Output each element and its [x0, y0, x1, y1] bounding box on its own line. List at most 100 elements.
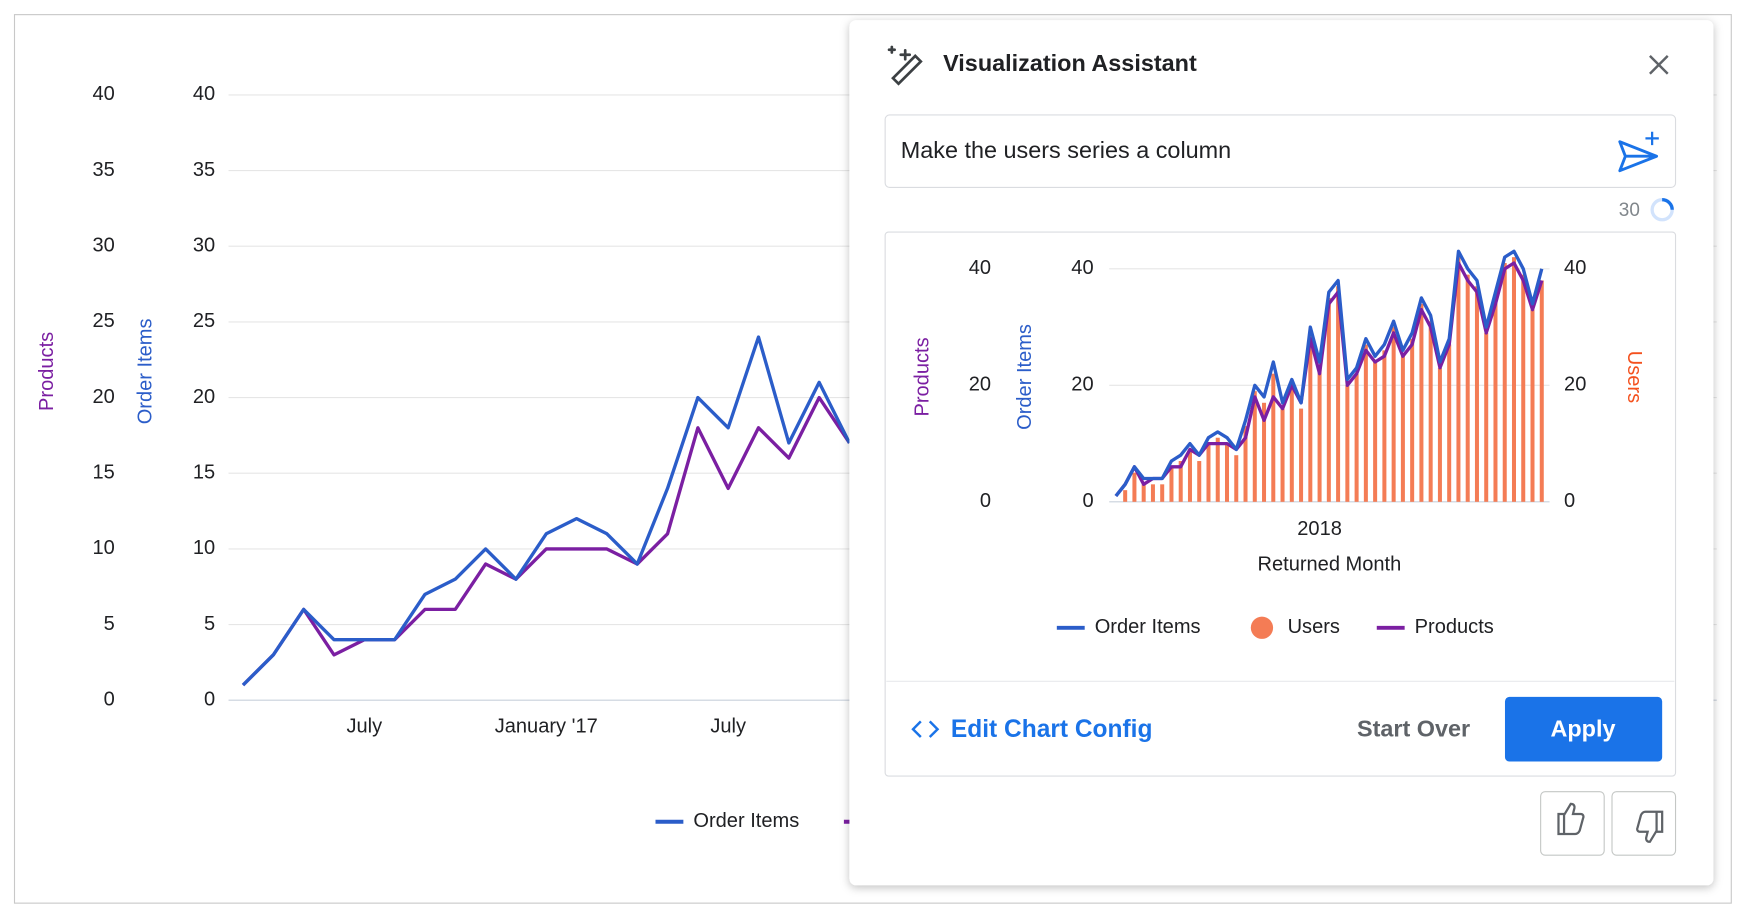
x-tick-label: July	[710, 715, 746, 737]
legend-label: Users	[1288, 616, 1340, 638]
column	[1437, 367, 1442, 502]
y-tick-label: 40	[969, 257, 991, 279]
column	[1428, 321, 1433, 502]
thumbs-down-icon	[1636, 810, 1664, 843]
y-tick-label: 40	[1564, 257, 1586, 279]
thumbs-up-icon	[1557, 802, 1585, 836]
column	[1521, 274, 1526, 502]
column	[1197, 461, 1202, 502]
column	[1289, 385, 1294, 502]
apply-button[interactable]	[1504, 696, 1663, 762]
y-tick-label: 15	[193, 462, 215, 484]
column	[1354, 373, 1359, 502]
column	[1511, 257, 1516, 502]
assistant-icon	[887, 45, 923, 86]
y-tick-label: 15	[93, 462, 115, 484]
axis-title: Users	[1623, 351, 1645, 403]
y-tick-label: 20	[1564, 374, 1586, 396]
apply-label: Apply	[1550, 716, 1615, 742]
y-tick-label: 25	[93, 310, 115, 332]
legend-label: Products	[1415, 616, 1494, 638]
column	[1123, 490, 1128, 502]
y-tick-label: 40	[193, 83, 215, 105]
axis-title: Order Items	[1014, 324, 1036, 430]
y-tick-label: 5	[204, 613, 215, 635]
column	[1484, 332, 1489, 502]
column	[1530, 309, 1535, 502]
send-button[interactable]	[1618, 131, 1659, 173]
legend-label: Order Items	[693, 810, 799, 832]
x-tick-label: January '17	[495, 715, 598, 737]
axis-title: Order Items	[134, 318, 156, 424]
prompt-input[interactable]	[884, 114, 1677, 188]
column	[1456, 257, 1461, 502]
y-tick-label: 10	[93, 537, 115, 559]
y-tick-label: 25	[193, 310, 215, 332]
y-tick-label: 40	[1071, 257, 1093, 279]
column	[1243, 426, 1248, 502]
column	[1234, 455, 1239, 502]
y-tick-label: 0	[1082, 490, 1093, 512]
x-tick-label: July	[346, 715, 382, 737]
counter-progress	[1661, 198, 1674, 210]
column	[1336, 286, 1341, 502]
column	[1215, 437, 1220, 502]
series-line	[241, 395, 851, 687]
column	[1206, 443, 1211, 502]
x-tick-label: 2018	[1297, 518, 1342, 540]
edit-config-link[interactable]: Edit Chart Config	[951, 716, 1153, 743]
column	[1187, 449, 1192, 502]
series-line	[1114, 249, 1544, 498]
y-tick-label: 35	[93, 159, 115, 181]
code-icon	[911, 720, 940, 738]
panel-title: Visualization Assistant	[943, 50, 1197, 76]
y-tick-label: 30	[193, 235, 215, 257]
y-tick-label: 20	[1071, 374, 1093, 396]
char-counter: 30	[1619, 200, 1640, 221]
y-tick-label: 20	[969, 374, 991, 396]
y-tick-label: 0	[1564, 490, 1575, 512]
y-tick-label: 30	[93, 235, 115, 257]
column	[1410, 338, 1415, 502]
column	[1493, 297, 1498, 502]
column	[1400, 356, 1405, 502]
y-tick-label: 20	[193, 386, 215, 408]
column	[1474, 286, 1479, 502]
axis-title: Products	[911, 337, 933, 416]
thumbs-up-button[interactable]	[1540, 791, 1605, 856]
column	[1502, 262, 1507, 502]
y-tick-label: 35	[193, 159, 215, 181]
y-tick-label: 0	[104, 689, 115, 711]
prompt-text: Make the users series a column	[901, 137, 1231, 163]
preview-chart: 0 20 40 Order Items 0 20 40 Users 0 20 40 Products 2…	[911, 249, 1645, 639]
x-axis-title: Returned Month	[1258, 554, 1402, 576]
column	[1363, 344, 1368, 502]
column	[1141, 484, 1146, 502]
column	[1252, 391, 1257, 502]
column	[1299, 408, 1304, 502]
column	[1419, 303, 1424, 502]
start-over-button[interactable]: Start Over	[1357, 716, 1470, 742]
legend-label: Order Items	[1095, 616, 1201, 638]
column	[1465, 274, 1470, 502]
column	[1150, 484, 1155, 502]
column	[1391, 327, 1396, 502]
column	[1539, 280, 1544, 502]
column	[1345, 385, 1350, 502]
column	[1308, 332, 1313, 502]
column	[1317, 367, 1322, 502]
column	[1373, 362, 1378, 502]
close-button[interactable]	[1649, 55, 1669, 75]
column	[1132, 472, 1137, 502]
thumbs-down-button[interactable]	[1611, 791, 1677, 856]
column	[1160, 484, 1165, 502]
column	[1224, 443, 1230, 502]
column	[1280, 408, 1285, 502]
column	[1382, 350, 1387, 502]
y-tick-label: 0	[980, 490, 991, 512]
column	[1271, 373, 1276, 502]
column	[1262, 402, 1267, 502]
y-tick-label: 40	[93, 83, 115, 105]
